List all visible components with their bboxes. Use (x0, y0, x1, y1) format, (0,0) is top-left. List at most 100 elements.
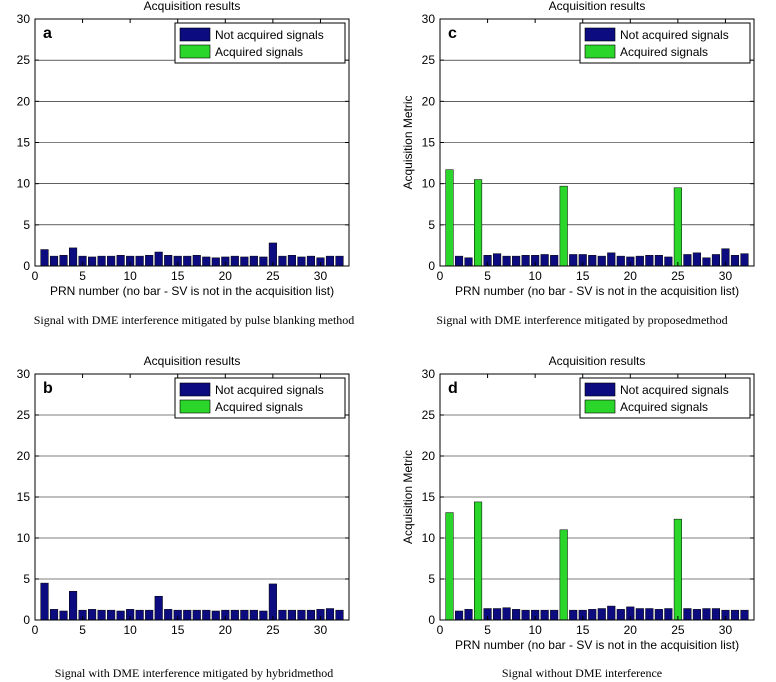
y-tick-label: 15 (17, 136, 31, 150)
bar-not-acquired-prn-12 (550, 255, 559, 267)
bar-not-acquired-prn-22 (645, 255, 654, 267)
bar-not-acquired-prn-26 (278, 609, 287, 621)
bar-acquired-prn-13 (559, 529, 568, 621)
x-tick-label: 15 (576, 623, 590, 637)
bar-not-acquired-prn-3 (59, 610, 68, 621)
legend-label-acquired: Acquired signals (620, 45, 708, 59)
bar-acquired-prn-4 (474, 179, 483, 267)
bar-not-acquired-prn-22 (240, 609, 249, 621)
y-tick-label: 5 (428, 572, 435, 586)
x-tick-label: 30 (314, 269, 328, 283)
bar-not-acquired-prn-32 (740, 609, 749, 621)
bar-not-acquired-prn-28 (702, 257, 711, 267)
bar-not-acquired-prn-3 (59, 255, 68, 267)
bar-not-acquired-prn-21 (230, 609, 239, 621)
y-tick-label: 5 (23, 218, 30, 232)
legend-swatch-acquired (584, 44, 616, 59)
caption-d: Signal without DME interference (501, 666, 663, 680)
y-tick-label: 25 (422, 53, 436, 67)
panel-label: b (43, 380, 53, 397)
bar-not-acquired-prn-8 (107, 255, 116, 267)
y-tick-label: 15 (422, 490, 436, 504)
bar-not-acquired-prn-3 (464, 257, 473, 267)
bar-not-acquired-prn-26 (683, 608, 692, 621)
bar-not-acquired-prn-31 (730, 609, 740, 621)
x-tick-label: 5 (79, 623, 86, 637)
x-axis-label: PRN number (no bar - SV is not in the ac… (455, 284, 739, 298)
y-tick-label: 10 (17, 177, 31, 191)
bar-acquired-prn-4 (474, 501, 483, 621)
legend-label-not-acquired: Not acquired signals (215, 28, 324, 42)
bar-not-acquired-prn-24 (259, 610, 268, 621)
bar-not-acquired-prn-6 (493, 253, 502, 267)
bar-not-acquired-prn-13 (154, 595, 163, 621)
x-tick-label: 5 (484, 269, 491, 283)
legend-label-acquired: Acquired signals (215, 45, 303, 59)
bar-not-acquired-prn-4 (69, 247, 78, 267)
chart-title: Acquisition results (144, 354, 241, 368)
legend: Not acquired signals Acquired signals (579, 377, 751, 419)
y-tick-label: 25 (17, 408, 31, 422)
bar-not-acquired-prn-21 (635, 608, 644, 621)
chart-panel-d: 0 5 10 15 20 25 30 0 5 10 15 20 25 30 Acquisition resu… (401, 354, 755, 652)
bar-not-acquired-prn-7 (97, 609, 106, 621)
x-tick-label: 25 (266, 269, 280, 283)
bar-not-acquired-prn-21 (230, 255, 239, 267)
y-axis-label: Acquisition Metric (401, 450, 415, 544)
x-tick-label: 30 (719, 269, 733, 283)
bar-not-acquired-prn-11 (540, 254, 549, 267)
panel-label: d (448, 380, 458, 397)
legend-label-not-acquired: Not acquired signals (620, 28, 729, 42)
legend-swatch-acquired (179, 44, 211, 59)
bar-not-acquired-prn-23 (654, 609, 663, 621)
legend-swatch-not-acquired (179, 382, 211, 397)
bar-not-acquired-prn-32 (335, 255, 344, 267)
bar-not-acquired-prn-24 (259, 256, 268, 267)
chart-title: Acquisition results (144, 0, 241, 13)
y-tick-label: 0 (23, 613, 30, 627)
bar-not-acquired-prn-4 (69, 591, 78, 621)
y-tick-label: 10 (422, 177, 436, 191)
x-tick-label: 30 (719, 623, 733, 637)
chart-title: Acquisition results (549, 0, 646, 13)
y-tick-label: 0 (428, 259, 435, 273)
bar-not-acquired-prn-31 (325, 255, 335, 267)
bar-not-acquired-prn-28 (702, 608, 711, 621)
legend-swatch-acquired (179, 399, 211, 414)
bar-not-acquired-prn-1 (40, 582, 49, 621)
bar-not-acquired-prn-29 (306, 609, 315, 621)
bar-not-acquired-prn-22 (645, 608, 654, 621)
bar-not-acquired-prn-16 (588, 609, 597, 621)
legend: Not acquired signals Acquired signals (579, 22, 751, 64)
bar-not-acquired-prn-17 (192, 255, 201, 267)
y-tick-label: 10 (422, 531, 436, 545)
x-tick-label: 15 (171, 623, 185, 637)
legend-swatch-not-acquired (179, 27, 211, 42)
x-tick-label: 0 (32, 623, 39, 637)
bar-not-acquired-prn-19 (616, 609, 625, 621)
bar-not-acquired-prn-6 (88, 256, 97, 267)
bar-acquired-prn-13 (559, 185, 568, 267)
bar-not-acquired-prn-25 (268, 583, 277, 621)
x-tick-label: 10 (123, 623, 137, 637)
bar-not-acquired-prn-27 (692, 609, 701, 621)
chart-title: Acquisition results (549, 354, 646, 368)
bar-not-acquired-prn-8 (512, 255, 521, 267)
legend-swatch-acquired (584, 399, 616, 414)
x-tick-label: 0 (32, 269, 39, 283)
bar-not-acquired-prn-27 (692, 252, 701, 267)
bar-not-acquired-prn-22 (240, 256, 249, 267)
x-tick-label: 25 (266, 623, 280, 637)
bar-not-acquired-prn-24 (664, 608, 673, 621)
bar-not-acquired-prn-1 (40, 249, 49, 267)
x-tick-label: 10 (123, 269, 137, 283)
bar-not-acquired-prn-19 (616, 255, 625, 267)
y-tick-label: 0 (428, 613, 435, 627)
y-axis-label: Acquisition Metric (401, 95, 415, 189)
bar-not-acquired-prn-7 (502, 607, 511, 621)
bar-not-acquired-prn-8 (512, 609, 521, 621)
caption-a: Signal with DME interference mitigated b… (33, 313, 355, 327)
bar-not-acquired-prn-17 (597, 608, 606, 621)
bar-acquired-prn-25 (673, 518, 682, 621)
